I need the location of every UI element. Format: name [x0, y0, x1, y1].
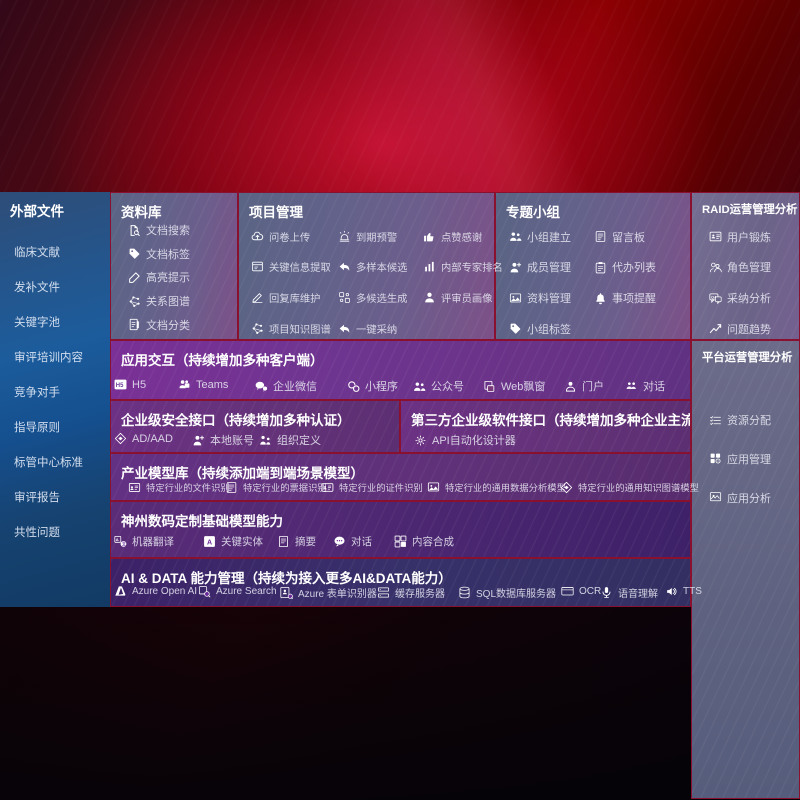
svg-text:A: A: [207, 539, 212, 546]
svg-text:文: 文: [121, 541, 126, 546]
svg-text:H5: H5: [116, 383, 124, 389]
svg-text:A: A: [116, 537, 119, 542]
